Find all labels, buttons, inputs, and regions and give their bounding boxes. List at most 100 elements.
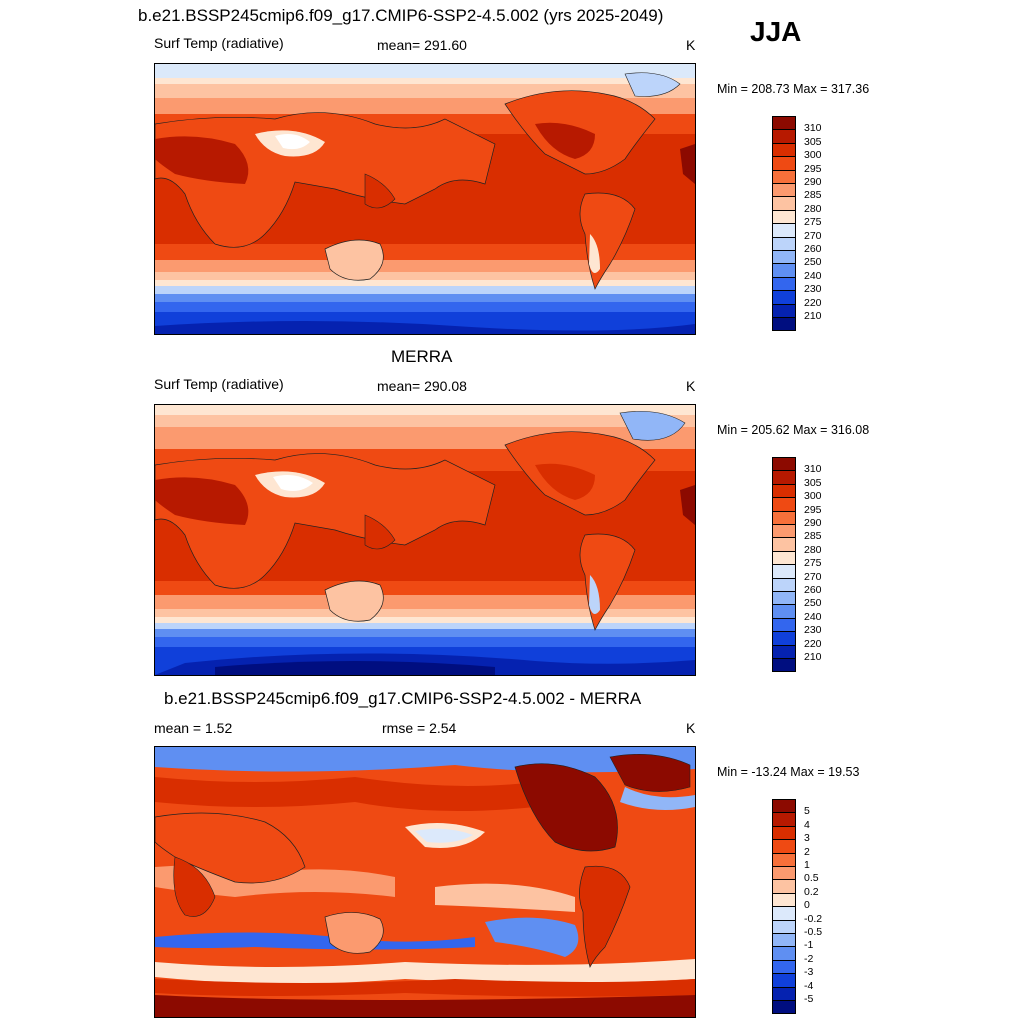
- colorbar-cell: [772, 223, 796, 238]
- colorbar-cell: [772, 973, 796, 988]
- panel1-minmax: Min = 208.73 Max = 317.36: [717, 82, 870, 96]
- colorbar-tick-label: 220: [804, 637, 822, 650]
- colorbar-cell: [772, 892, 796, 908]
- colorbar-tick-label: 275: [804, 216, 822, 229]
- colorbar-cell: [772, 263, 796, 278]
- panel1-title: b.e21.BSSP245cmip6.f09_g17.CMIP6-SSP2-4.…: [138, 6, 664, 25]
- colorbar-cell: [772, 852, 796, 867]
- colorbar-tick-label: 310: [804, 122, 822, 135]
- colorbar-tick-label: 280: [804, 202, 822, 215]
- colorbar-tick-label: 250: [804, 597, 822, 610]
- colorbar-tick-label: 0: [804, 899, 810, 912]
- colorbar-tick-label: 4: [804, 818, 810, 831]
- colorbar-tick-label: 230: [804, 624, 822, 637]
- colorbar-cell: [772, 839, 796, 854]
- colorbar-tick-label: 260: [804, 584, 822, 596]
- colorbar-tick-label: 220: [804, 296, 822, 309]
- colorbar-tick-label: 210: [804, 651, 822, 663]
- colorbar-tick-label: 0.5: [804, 872, 819, 885]
- season-label: JJA: [750, 16, 802, 47]
- colorbar-cell: [772, 631, 796, 646]
- colorbar-tick-label: 290: [804, 517, 822, 529]
- colorbar-cell: [772, 604, 796, 619]
- colorbar-cell: [772, 550, 796, 566]
- panel2-map: [154, 404, 696, 676]
- colorbar-cell: [772, 483, 796, 499]
- colorbar-cell: [772, 250, 796, 265]
- colorbar-cell: [772, 317, 796, 332]
- colorbar-cell: [772, 276, 796, 292]
- colorbar-tick-label: 275: [804, 557, 822, 570]
- colorbar-tick-label: 240: [804, 269, 822, 282]
- colorbar-cell: [772, 236, 796, 251]
- colorbar-cell: [772, 658, 796, 673]
- colorbar-cell: [772, 906, 796, 921]
- colorbar-tick-label: 285: [804, 189, 822, 202]
- colorbar-tick-label: -5: [804, 993, 814, 1005]
- colorbar-tick-label: 300: [804, 490, 822, 503]
- colorbar-cell: [772, 156, 796, 171]
- colorbar-cell: [772, 933, 796, 948]
- colorbar-cell: [772, 510, 796, 525]
- colorbar-tick-label: 5: [804, 805, 810, 818]
- colorbar-cell: [772, 524, 796, 539]
- colorbar-cell: [772, 169, 796, 184]
- colorbar-cell: [772, 617, 796, 633]
- panel3-mean-label: mean = 1.52: [154, 720, 233, 736]
- panel3-rmse-label: rmse = 2.54: [382, 720, 457, 736]
- colorbar-tick-label: 295: [804, 503, 822, 516]
- colorbar-cell: [772, 470, 796, 485]
- colorbar-tick-label: 0.2: [804, 885, 819, 898]
- colorbar-tick-label: 260: [804, 243, 822, 255]
- colorbar-cell: [772, 1000, 796, 1015]
- colorbar-cell: [772, 116, 796, 131]
- panel3-minmax: Min = -13.24 Max = 19.53: [717, 765, 860, 779]
- colorbar-tick-label: 310: [804, 463, 822, 476]
- colorbar-tick-label: 210: [804, 310, 822, 322]
- colorbar-cell: [772, 919, 796, 934]
- colorbar-cell: [772, 577, 796, 592]
- colorbar-cell: [772, 986, 796, 1001]
- colorbar-tick-label: -1: [804, 939, 814, 952]
- colorbar-tick-label: 250: [804, 256, 822, 269]
- colorbar-cell: [772, 142, 796, 158]
- colorbar-cell: [772, 537, 796, 552]
- colorbar-cell: [772, 879, 796, 894]
- colorbar-cell: [772, 825, 796, 841]
- colorbar-tick-label: 280: [804, 543, 822, 556]
- colorbar-cell: [772, 303, 796, 318]
- panel1-variable-label: Surf Temp (radiative): [154, 35, 284, 51]
- colorbar-cell: [772, 866, 796, 881]
- colorbar-tick-label: 290: [804, 176, 822, 188]
- colorbar-cell: [772, 457, 796, 472]
- colorbar-tick-label: -3: [804, 966, 814, 979]
- colorbar-tick-label: 305: [804, 476, 822, 489]
- colorbar-cell: [772, 591, 796, 606]
- colorbar-cell: [772, 196, 796, 211]
- panel2-minmax: Min = 205.62 Max = 316.08: [717, 423, 870, 437]
- colorbar-cell: [772, 959, 796, 975]
- colorbar-tick-label: 305: [804, 135, 822, 148]
- colorbar-tick-label: 2: [804, 845, 810, 858]
- colorbar-cell: [772, 946, 796, 961]
- panel3-units-label: K: [686, 720, 696, 736]
- colorbar-tick-label: 300: [804, 149, 822, 162]
- colorbar-cell: [772, 497, 796, 512]
- panel2-mean-label: mean= 290.08: [377, 378, 467, 394]
- colorbar-tick-label: 3: [804, 832, 810, 845]
- colorbar-cell: [772, 564, 796, 579]
- panel3-map: [154, 746, 696, 1018]
- panel1-map: [154, 63, 696, 335]
- panel2-units-label: K: [686, 378, 696, 394]
- colorbar-tick-label: 230: [804, 283, 822, 296]
- colorbar-tick-label: 1: [804, 859, 810, 871]
- colorbar-cell: [772, 209, 796, 225]
- colorbar-cell: [772, 129, 796, 144]
- colorbar-tick-label: 270: [804, 570, 822, 583]
- colorbar-tick-label: 285: [804, 530, 822, 543]
- colorbar-cell: [772, 290, 796, 305]
- colorbar-cell: [772, 799, 796, 814]
- panel2-variable-label: Surf Temp (radiative): [154, 376, 284, 392]
- panel1-mean-label: mean= 291.60: [377, 37, 467, 53]
- colorbar-cell: [772, 812, 796, 827]
